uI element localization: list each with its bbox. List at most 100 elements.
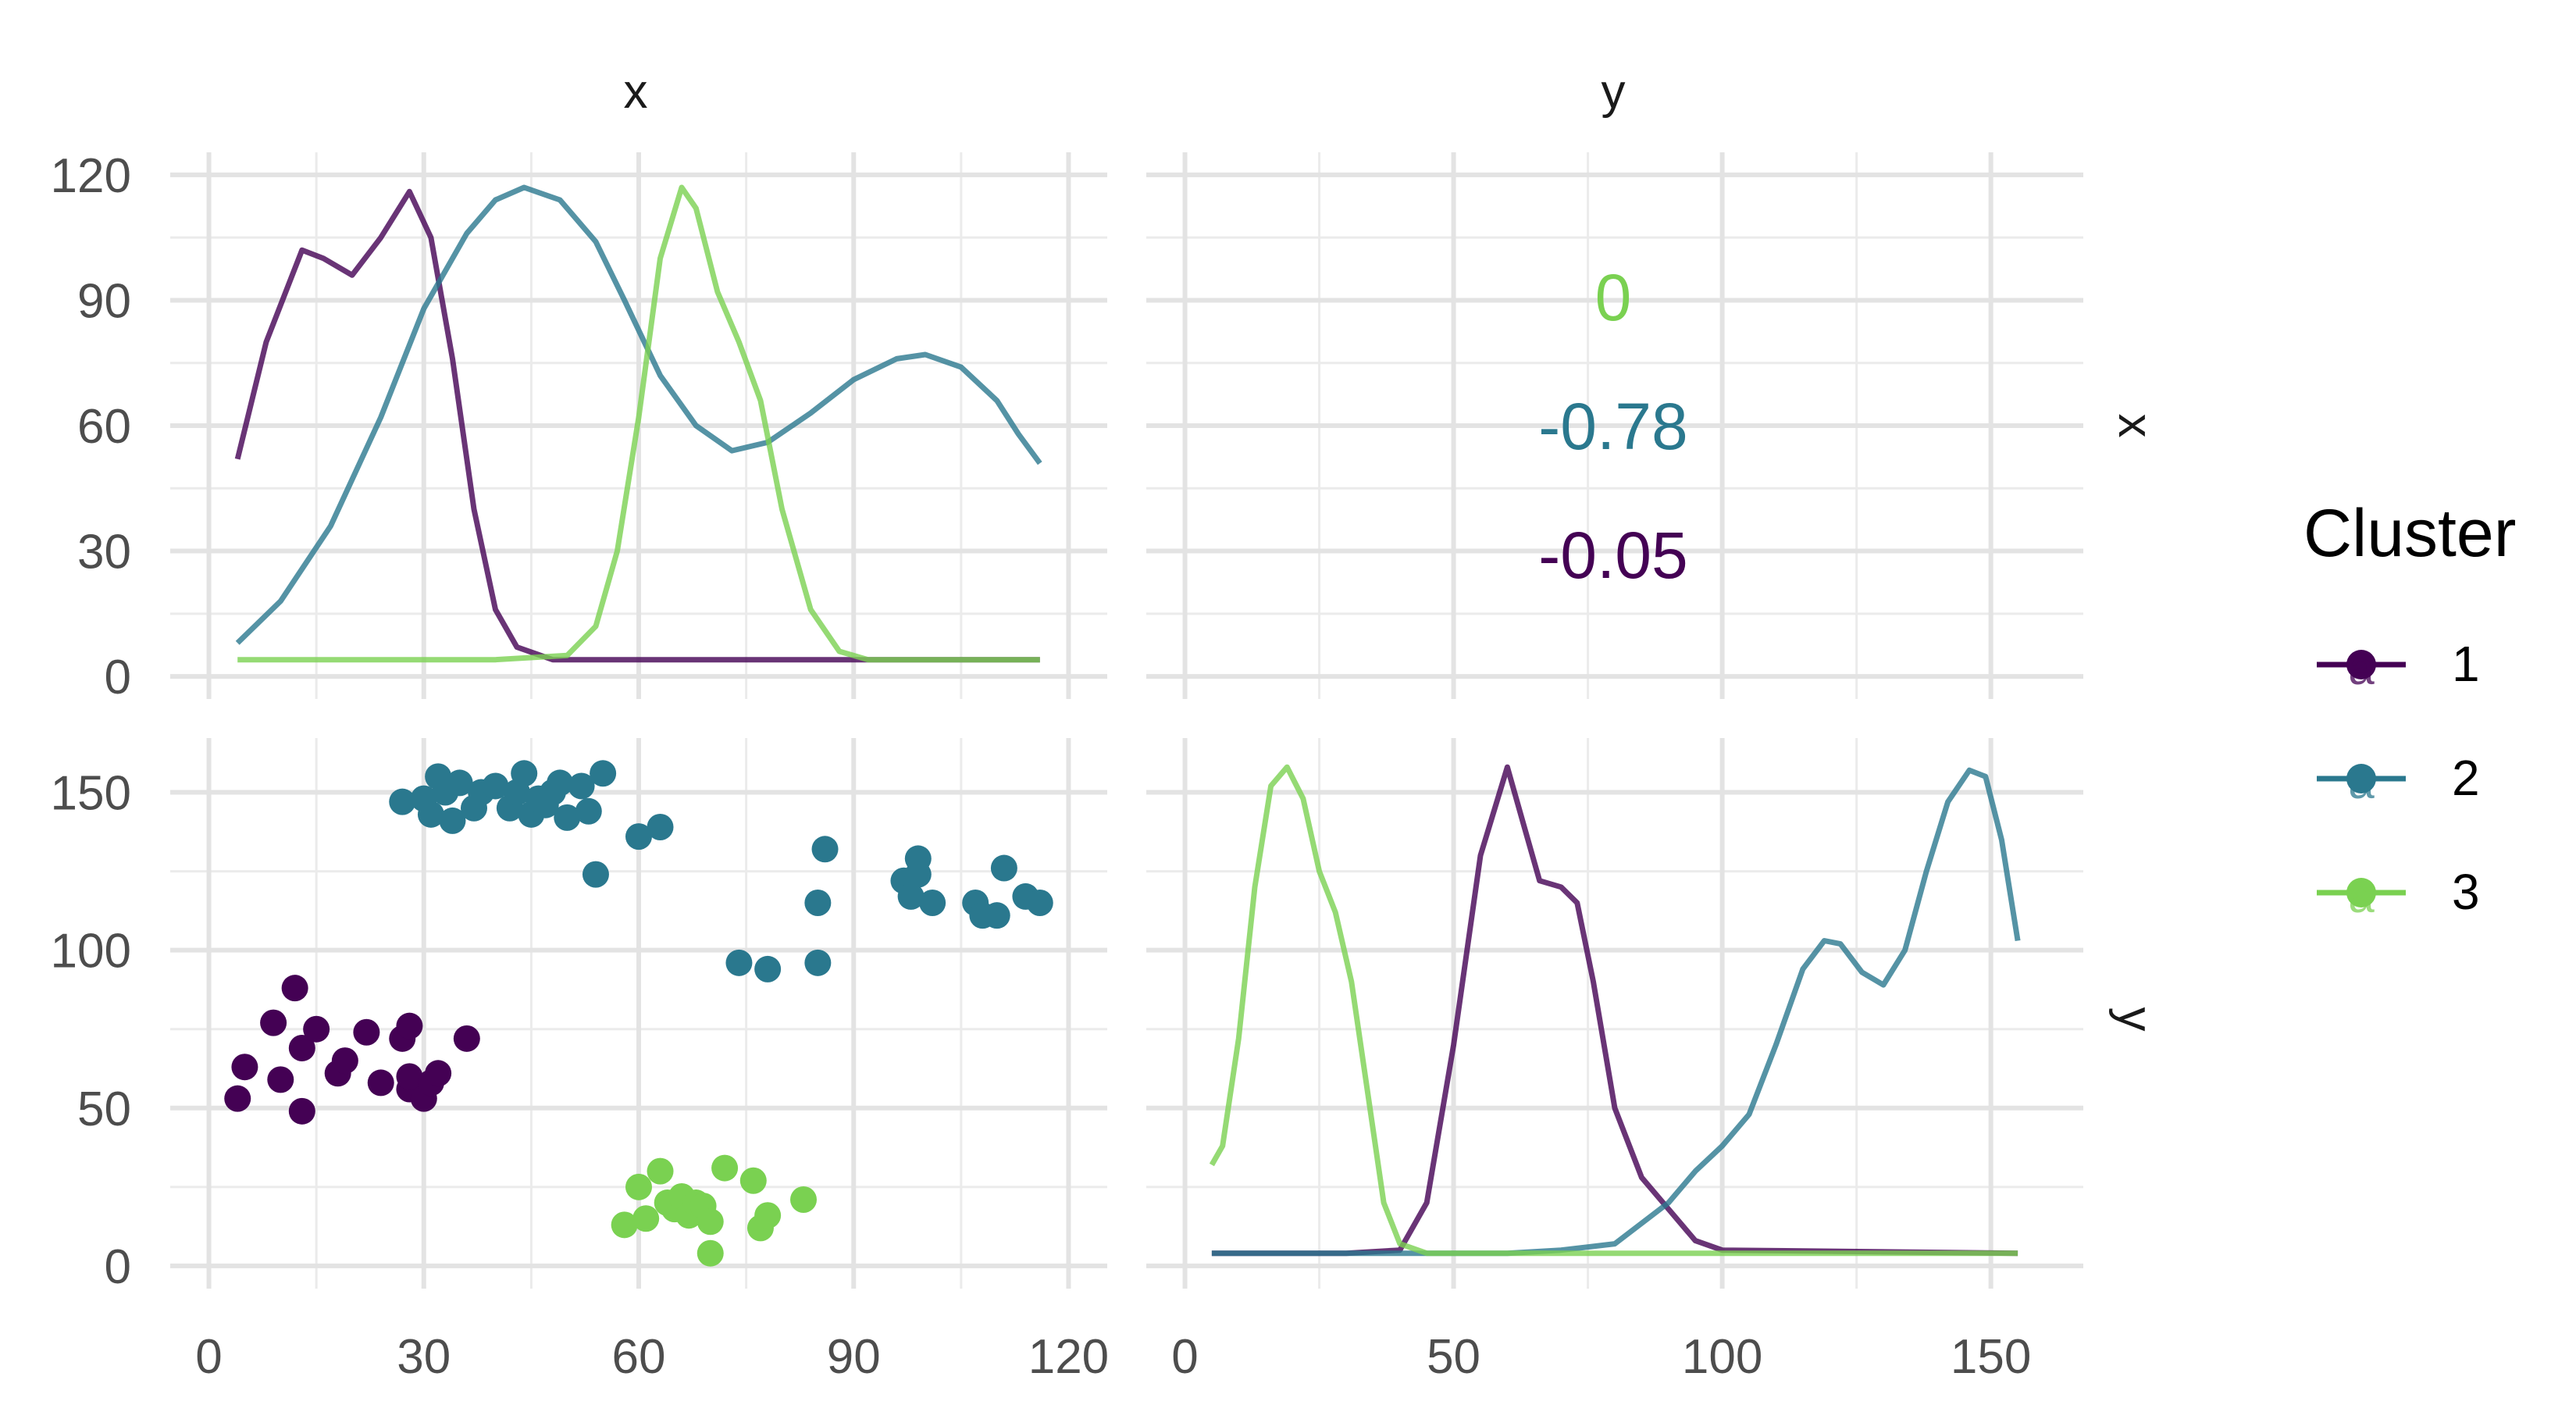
scatter-point-cluster-3 [632, 1205, 660, 1232]
scatter-point-cluster-3 [697, 1239, 724, 1267]
scatter-point-cluster-1 [367, 1069, 394, 1097]
legend-label-3: 3 [2452, 864, 2480, 920]
panel-y-density: 0 50 100 150 [1146, 738, 2083, 1384]
scatter-point-cluster-2 [446, 769, 473, 797]
tick-label-y: 50 [77, 1082, 131, 1136]
panel-scatter-x-y: 0 50 100 150 0 30 60 90 120 [51, 738, 1109, 1384]
scatter-point-cluster-2 [511, 760, 538, 787]
density-y-cluster-2 [1211, 767, 2021, 1257]
scatter-point-cluster-1 [303, 1015, 330, 1043]
scatter-point-cluster-2 [439, 807, 466, 834]
tick-label-density-y: 0 [105, 651, 131, 704]
correlation-cluster-1: -0.05 [1538, 519, 1687, 592]
scatter-point-cluster-1 [288, 1034, 315, 1061]
scatter-point-cluster-3 [625, 1173, 652, 1200]
scatter-point-cluster-1 [267, 1066, 294, 1093]
correlation-cluster-3: 0 [1595, 261, 1632, 334]
density-x-cluster-1 [234, 188, 1040, 663]
tick-label-y: 150 [51, 767, 131, 821]
tick-label-x: 0 [195, 1330, 222, 1384]
tick-label-y-axis: 50 [1427, 1330, 1480, 1384]
strip-top-x: x [624, 65, 648, 119]
scatter-point-cluster-2 [389, 788, 416, 815]
scatter-point-cluster-1 [353, 1018, 380, 1046]
tick-label-density-y: 60 [77, 400, 131, 454]
legend-entry-1: a 1 [2317, 636, 2480, 694]
scatter-point-cluster-2 [590, 760, 617, 787]
density-y-cluster-1 [1211, 764, 2018, 1257]
scatter-point-cluster-2 [568, 772, 595, 800]
scatter-point-cluster-2 [1026, 890, 1053, 917]
scatter-point-cluster-1 [396, 1012, 423, 1039]
scatter-point-cluster-1 [453, 1025, 480, 1052]
tick-label-y-axis: 100 [1682, 1330, 1762, 1384]
scatter-point-cluster-1 [224, 1085, 251, 1112]
scatter-point-cluster-1 [288, 1097, 315, 1125]
legend-key-point-2 [2346, 764, 2376, 793]
scatter-point-cluster-2 [897, 883, 925, 910]
correlation-cluster-2: -0.78 [1538, 390, 1687, 463]
scatter-point-cluster-2 [725, 949, 753, 976]
tick-label-y: 100 [51, 925, 131, 979]
tick-label-y-axis: 150 [1951, 1330, 2031, 1384]
scatter-point-cluster-3 [697, 1208, 724, 1236]
strip-top-y: y [1602, 65, 1626, 119]
tick-label-x: 30 [397, 1330, 451, 1384]
scatter-point-cluster-2 [575, 797, 602, 825]
strip-right-x: x [2108, 414, 2162, 438]
scatter-point-cluster-3 [647, 1157, 674, 1185]
tick-label-density-y: 90 [77, 274, 131, 328]
scatter-point-cluster-2 [983, 902, 1010, 929]
scatter-point-cluster-3 [711, 1154, 739, 1182]
tick-label-y-axis: 0 [1171, 1330, 1198, 1384]
panel-x-density: 0 30 60 90 120 [51, 149, 1107, 704]
density-x-cluster-3 [237, 184, 1040, 663]
scatter-point-cluster-3 [790, 1186, 818, 1214]
scatter-point-cluster-3 [739, 1167, 767, 1194]
legend-entry-3: a 3 [2317, 864, 2480, 922]
scatter-point-cluster-2 [482, 772, 509, 800]
scatter-point-cluster-1 [331, 1047, 358, 1075]
scatter-point-cluster-1 [260, 1009, 287, 1036]
scatter-point-cluster-2 [417, 801, 444, 828]
density-y-cluster-3 [1209, 764, 2018, 1257]
tick-label-x: 90 [827, 1330, 881, 1384]
legend-key-point-1 [2346, 650, 2376, 679]
legend-label-2: 2 [2452, 750, 2480, 806]
tick-label-density-y: 120 [51, 149, 131, 203]
panel-correlation [1146, 152, 2083, 699]
scatter-point-cluster-2 [625, 823, 652, 850]
scatter-point-cluster-2 [582, 861, 609, 888]
legend-key-glyph-3: a [2348, 870, 2375, 922]
scatter-point-cluster-2 [554, 804, 581, 831]
scatter-point-cluster-1 [396, 1063, 423, 1090]
scatter-point-cluster-2 [804, 949, 832, 976]
legend-key-point-3 [2346, 878, 2376, 908]
scatter-point-cluster-2 [647, 813, 674, 840]
legend-key-glyph-2: a [2348, 756, 2375, 808]
scatter-point-cluster-3 [611, 1211, 638, 1239]
scatter-point-cluster-1 [425, 1060, 452, 1087]
tick-label-density-y: 30 [77, 526, 131, 579]
scatter-point-cluster-2 [547, 769, 574, 797]
scatter-point-cluster-2 [990, 854, 1017, 882]
legend-key-glyph-1: a [2348, 642, 2375, 694]
legend-title: Cluster [2303, 496, 2516, 571]
scatter-point-cluster-2 [811, 836, 839, 863]
legend-entry-2: a 2 [2317, 750, 2480, 808]
density-x-cluster-2 [235, 184, 1042, 645]
tick-label-x: 120 [1028, 1330, 1109, 1384]
scatter-point-cluster-2 [919, 890, 946, 917]
legend: Cluster a 1 a 2 a 3 [2303, 496, 2516, 922]
scatter-point-cluster-1 [231, 1054, 258, 1081]
scatter-point-cluster-2 [804, 890, 832, 917]
legend-label-1: 1 [2452, 636, 2480, 692]
scatter-point-cluster-1 [281, 975, 308, 1002]
tick-label-y: 0 [105, 1240, 131, 1294]
scatter-point-cluster-3 [754, 1202, 782, 1229]
tick-label-x: 60 [612, 1330, 666, 1384]
strip-right-y: y [2108, 1007, 2162, 1032]
scatter-point-cluster-2 [754, 955, 782, 982]
